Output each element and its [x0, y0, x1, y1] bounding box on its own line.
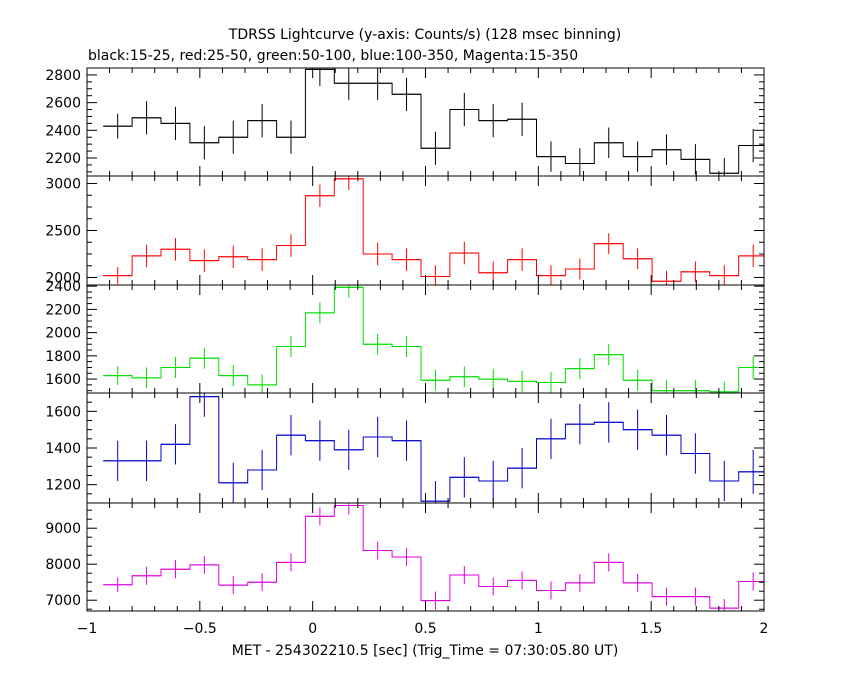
panel-frame — [86, 67, 765, 177]
chart-subtitle: black:15-25, red:25-50, green:50-100, bl… — [88, 48, 578, 64]
y-tick-label: 2000 — [45, 270, 81, 286]
y-tick-label: 2400 — [45, 123, 81, 139]
y-tick-label: 3000 — [45, 177, 81, 193]
chart-title: TDRSS Lightcurve (y-axis: Counts/s) (128… — [228, 27, 621, 43]
y-tick-label: 1200 — [45, 478, 81, 494]
y-tick-label: 1800 — [45, 349, 81, 365]
y-tick-label: 9000 — [45, 521, 81, 537]
x-tick-label: 1.5 — [640, 621, 662, 637]
y-tick-label: 2600 — [45, 96, 81, 112]
y-tick-label: 2200 — [45, 302, 81, 318]
series-15-25-step-line — [103, 68, 764, 174]
y-tick-label: 7000 — [45, 593, 81, 609]
x-tick-label: −1 — [77, 621, 98, 637]
y-tick-label: 2000 — [45, 326, 81, 342]
y-tick-label: 2500 — [45, 224, 81, 240]
y-tick-label: 8000 — [45, 557, 81, 573]
y-tick-label: 2400 — [45, 279, 81, 295]
x-axis-label: MET - 254302210.5 [sec] (Trig_Time = 07:… — [232, 643, 619, 659]
panel-frame — [86, 284, 765, 394]
y-tick-label: 1600 — [45, 404, 81, 420]
y-tick-label: 2200 — [45, 151, 81, 167]
panel-frame — [86, 502, 765, 612]
x-tick-label: −0.5 — [183, 621, 217, 637]
panels-group: 2200 2400 2600 2800 2000 2500 3000 1600 1800 2000… — [45, 67, 769, 637]
x-tick-label: 0.5 — [414, 621, 436, 637]
x-tick-label: 2 — [760, 621, 769, 637]
y-tick-label: 1400 — [45, 441, 81, 457]
panel-frame — [86, 392, 765, 504]
x-tick-label: 0 — [308, 621, 317, 637]
y-tick-label: 2800 — [45, 68, 81, 84]
x-tick-label: 1 — [534, 621, 543, 637]
panel-frame — [86, 175, 765, 286]
y-tick-label: 1600 — [45, 372, 81, 388]
